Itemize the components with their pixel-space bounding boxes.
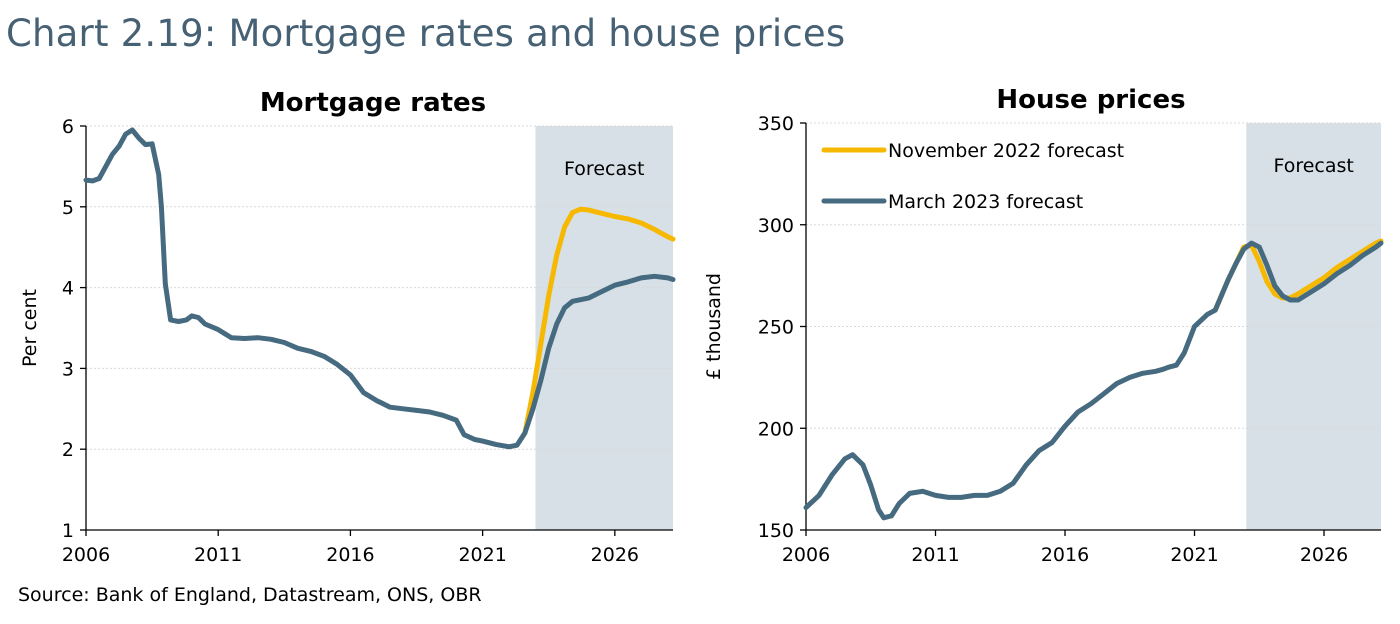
forecast-band bbox=[535, 126, 673, 530]
chart-title: House prices bbox=[996, 85, 1185, 115]
page-title: Chart 2.19: Mortgage rates and house pri… bbox=[6, 12, 846, 55]
series-line-nov-2022 bbox=[522, 206, 676, 436]
source-note: Source: Bank of England, Datastream, ONS… bbox=[18, 584, 482, 606]
y-tick-label: 200 bbox=[758, 418, 794, 440]
y-tick-label: 4 bbox=[62, 278, 74, 300]
chart-panel-1: 1 2 3 4 5 6 2006 2011 2016 2021 2026 Mortgage rates… bbox=[19, 88, 676, 566]
series-line-mar-2023 bbox=[803, 240, 1384, 521]
x-tick-label: 2006 bbox=[62, 544, 110, 566]
x-tick-label: 2011 bbox=[194, 544, 242, 566]
x-tick-label: 2006 bbox=[782, 544, 830, 566]
legend-label: March 2023 forecast bbox=[888, 191, 1083, 213]
x-tick-label: 2011 bbox=[911, 544, 959, 566]
x-tick-label: 2021 bbox=[458, 544, 506, 566]
y-tick-label: 150 bbox=[758, 520, 794, 542]
y-tick-label: 250 bbox=[758, 317, 794, 339]
x-tick-label: 2016 bbox=[326, 544, 374, 566]
x-tick-label: 2026 bbox=[1300, 544, 1348, 566]
forecast-label: Forecast bbox=[564, 158, 644, 180]
x-tick-label: 2016 bbox=[1041, 544, 1089, 566]
y-tick-label: 5 bbox=[62, 197, 74, 219]
y-tick-label: 350 bbox=[758, 113, 794, 135]
forecast-label: Forecast bbox=[1273, 155, 1353, 177]
y-tick-label: 2 bbox=[62, 439, 74, 461]
y-tick-label: 300 bbox=[758, 215, 794, 237]
y-axis-label: £ thousand bbox=[703, 273, 725, 380]
x-tick-label: 2021 bbox=[1170, 544, 1218, 566]
chart-title: Mortgage rates bbox=[260, 88, 486, 118]
x-tick-label: 2026 bbox=[591, 544, 639, 566]
chart-panel-2: 150 200 250 300 350 2006 2011 2016 2021 2026 House… bbox=[703, 85, 1384, 566]
y-axis-label: Per cent bbox=[19, 289, 41, 367]
y-tick-label: 3 bbox=[62, 358, 74, 380]
series-line-mar-2023 bbox=[83, 127, 676, 450]
legend-label: November 2022 forecast bbox=[888, 140, 1124, 162]
y-tick-label: 1 bbox=[62, 520, 74, 542]
y-tick-label: 6 bbox=[62, 116, 74, 138]
